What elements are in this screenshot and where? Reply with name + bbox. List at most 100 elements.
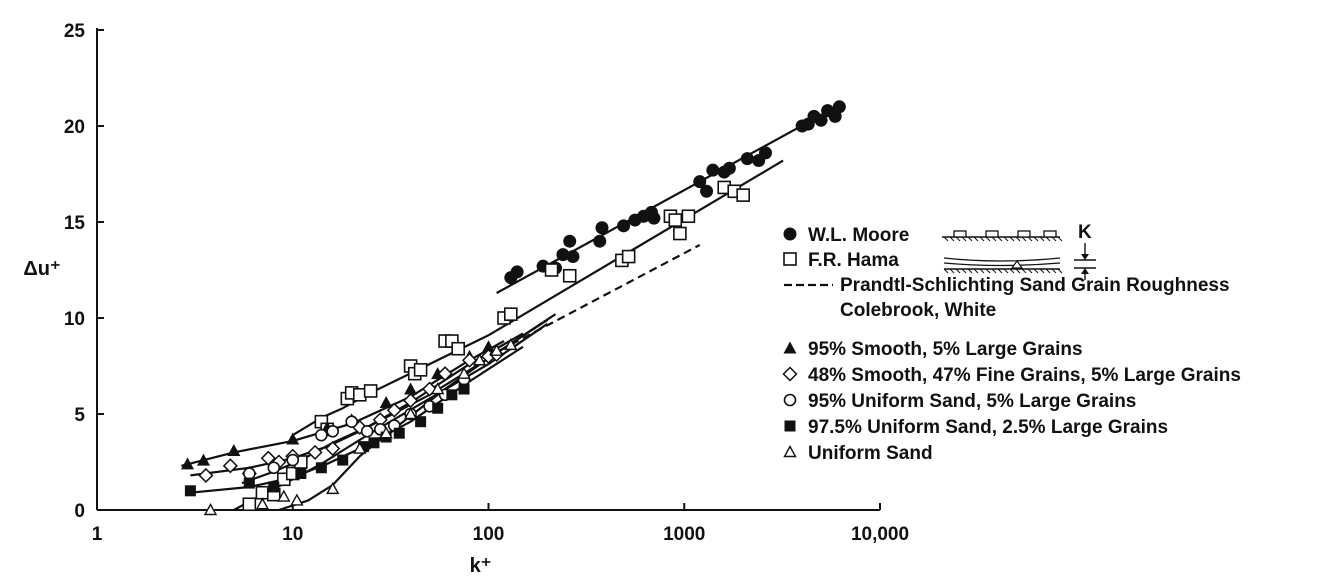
hatch-stroke xyxy=(1057,236,1063,242)
open-square-point xyxy=(562,268,577,283)
open-diamond-point xyxy=(260,450,276,466)
hatch-stroke xyxy=(1021,268,1027,274)
curve-prandtl-schlichting-sand-grain-roughness xyxy=(487,244,701,358)
filled-circle-point xyxy=(700,184,714,198)
filled-square-point xyxy=(393,427,405,439)
hatch-stroke xyxy=(1045,236,1051,242)
hatch-stroke xyxy=(1003,236,1009,242)
hatch-stroke xyxy=(1051,268,1057,274)
hatch-stroke xyxy=(1015,268,1021,274)
y-axis-label: Δu⁺ xyxy=(23,258,60,280)
open-circle-point xyxy=(243,467,256,480)
hatch-stroke xyxy=(1009,268,1015,274)
hatch-stroke xyxy=(991,236,997,242)
y-tick-label: 0 xyxy=(74,501,85,522)
open-square-point xyxy=(673,226,687,241)
hatch-stroke xyxy=(1021,236,1027,242)
filled-triangle-point xyxy=(181,457,195,470)
hatch-stroke xyxy=(1003,268,1009,274)
hatch-stroke xyxy=(1051,236,1057,242)
open-diamond-point xyxy=(198,467,214,484)
hatch-stroke xyxy=(961,236,967,242)
filled-circle-point xyxy=(693,175,707,189)
y-tick-label: 15 xyxy=(64,213,86,234)
open-circle-point xyxy=(345,415,358,428)
hatch-stroke xyxy=(1027,236,1033,242)
legend-marker-filled-triangle xyxy=(783,341,797,354)
legend-label: Colebrook, White xyxy=(840,300,996,321)
filled-circle-point xyxy=(740,152,754,166)
open-square-point xyxy=(413,363,428,377)
open-triangle-point xyxy=(504,337,518,351)
filled-triangle-point xyxy=(404,382,418,395)
filled-circle-point xyxy=(832,100,846,114)
filled-circle-point xyxy=(593,234,607,248)
open-triangle-point xyxy=(255,497,270,510)
x-tick-label: 10 xyxy=(282,524,303,545)
hatch-stroke xyxy=(1039,268,1045,274)
filled-square-point xyxy=(243,477,255,489)
open-triangle-point xyxy=(403,407,418,420)
open-diamond-point xyxy=(386,402,402,418)
filled-square-point xyxy=(458,383,470,395)
hatch-stroke xyxy=(979,268,985,274)
open-triangle-point xyxy=(290,493,304,506)
open-square-point xyxy=(681,209,696,224)
legend-label: Uniform Sand xyxy=(808,443,933,464)
y-tick-label: 10 xyxy=(64,309,85,330)
x-axis-label: k⁺ xyxy=(470,555,492,577)
x-tick-label: 1000 xyxy=(663,524,705,545)
legend-label: 95% Smooth, 5% Large Grains xyxy=(808,339,1083,360)
filled-circle-point xyxy=(510,265,524,279)
filled-triangle-point xyxy=(286,432,300,445)
filled-circle-point xyxy=(758,146,772,160)
legend-marker-open-square xyxy=(783,252,797,266)
open-triangle-point xyxy=(457,366,471,379)
y-tick-label: 20 xyxy=(64,117,85,138)
filled-triangle-point xyxy=(197,453,211,466)
hatch-stroke xyxy=(1009,236,1015,242)
open-diamond-point xyxy=(307,444,323,460)
moore-roughness-element xyxy=(1017,230,1031,238)
hatch-stroke xyxy=(955,236,961,242)
open-square-point xyxy=(363,384,378,398)
k-annotation: K xyxy=(1078,222,1092,243)
filled-triangle-point xyxy=(227,443,241,456)
open-triangle-point xyxy=(472,353,487,366)
filled-circle-point xyxy=(647,211,661,225)
hatch-stroke xyxy=(973,236,979,242)
open-triangle-point xyxy=(353,441,367,454)
hatch-stroke xyxy=(943,236,949,242)
hama-flow-line xyxy=(943,257,1061,262)
hatch-stroke xyxy=(1033,268,1039,274)
x-tick-label: 100 xyxy=(473,524,505,545)
filled-circle-point xyxy=(814,113,828,127)
hatch-stroke xyxy=(967,268,973,274)
filled-square-point xyxy=(432,402,444,414)
hama-flow-line xyxy=(943,262,1061,267)
open-circle-point xyxy=(360,424,374,438)
open-circle-point xyxy=(326,424,340,438)
open-triangle-point xyxy=(203,503,218,516)
hatch-stroke xyxy=(961,268,967,274)
legend-marker-open-circle xyxy=(783,393,797,407)
hatch-stroke xyxy=(997,236,1003,242)
open-square-point xyxy=(242,497,257,512)
filled-square-point xyxy=(295,468,307,480)
open-diamond-point xyxy=(222,458,238,474)
hatch-stroke xyxy=(1033,236,1039,242)
open-triangle-point xyxy=(430,382,445,395)
curve-w-l-moore-fit xyxy=(496,102,844,294)
open-square-point xyxy=(504,307,518,321)
hatch-stroke xyxy=(943,268,949,274)
open-circle-point xyxy=(286,453,300,467)
filled-square-point xyxy=(368,437,380,449)
hatch-stroke xyxy=(1039,236,1045,242)
filled-square-point xyxy=(337,454,349,466)
k-arrowhead-bottom xyxy=(1081,268,1089,274)
moore-roughness-element xyxy=(985,230,999,238)
filled-square-point xyxy=(358,441,370,453)
moore-roughness-element xyxy=(1043,230,1057,238)
data-points xyxy=(181,100,846,516)
